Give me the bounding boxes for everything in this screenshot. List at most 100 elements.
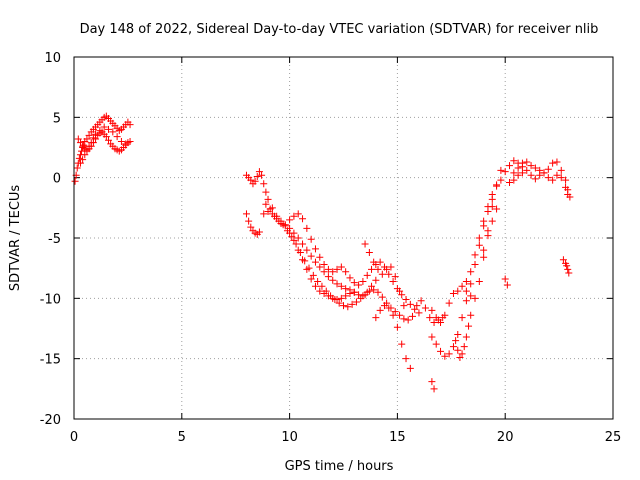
data-point	[549, 176, 557, 184]
data-point	[92, 130, 100, 138]
data-point	[564, 265, 572, 273]
x-tick-label: 25	[605, 430, 622, 445]
data-point	[324, 265, 332, 273]
data-point	[307, 252, 315, 260]
data-point	[104, 125, 112, 133]
data-point	[484, 207, 492, 215]
data-point	[428, 306, 436, 314]
data-point	[305, 264, 313, 272]
data-point	[376, 306, 384, 314]
data-point	[426, 314, 434, 322]
data-point	[510, 169, 518, 177]
data-point	[518, 159, 526, 167]
data-point	[406, 364, 414, 372]
data-point	[553, 171, 561, 179]
data-point	[307, 235, 315, 243]
data-point	[462, 333, 470, 341]
data-point	[247, 223, 255, 231]
data-point	[452, 337, 460, 345]
series-arc-8	[372, 302, 414, 372]
data-point	[432, 314, 440, 322]
data-point	[83, 135, 91, 143]
data-point	[117, 137, 125, 145]
data-point	[355, 281, 363, 289]
data-point	[441, 352, 449, 360]
data-point	[311, 258, 319, 266]
data-point	[296, 248, 304, 256]
data-point	[337, 263, 345, 271]
data-point	[506, 162, 514, 170]
data-point	[417, 297, 425, 305]
data-point	[309, 271, 317, 279]
data-point	[279, 221, 287, 229]
data-point	[402, 296, 410, 304]
data-point	[327, 292, 335, 300]
data-point	[408, 312, 416, 320]
data-point	[102, 133, 110, 141]
data-point	[531, 175, 539, 183]
data-point	[391, 273, 399, 281]
data-point	[398, 291, 406, 299]
data-point	[456, 353, 464, 361]
series-arc-11	[428, 195, 496, 360]
data-point	[510, 157, 518, 165]
data-point	[294, 210, 302, 218]
data-point	[467, 268, 475, 276]
data-point	[562, 176, 570, 184]
data-point	[540, 169, 548, 177]
series-arc-7	[361, 240, 447, 326]
data-point	[318, 282, 326, 290]
data-point	[462, 277, 470, 285]
data-point	[387, 263, 395, 271]
data-point	[370, 258, 378, 266]
data-point	[260, 180, 268, 188]
data-point	[400, 315, 408, 323]
data-point	[357, 294, 365, 302]
series-arc-5	[262, 200, 408, 323]
series-arc-16	[510, 158, 574, 201]
data-point	[404, 316, 412, 324]
data-point	[501, 275, 509, 283]
data-point	[497, 176, 505, 184]
y-tick-label: -10	[40, 292, 61, 307]
data-point	[445, 350, 453, 358]
data-point	[527, 171, 535, 179]
data-point	[428, 378, 436, 386]
series-arc-10	[428, 157, 526, 326]
data-point	[488, 203, 496, 211]
series-arc-12	[452, 311, 475, 361]
data-point	[380, 302, 388, 310]
data-point	[467, 311, 475, 319]
data-point	[126, 137, 134, 145]
data-point	[258, 171, 266, 179]
plot-frame	[73, 56, 614, 420]
data-point	[484, 232, 492, 240]
data-point	[559, 256, 567, 264]
data-point	[497, 166, 505, 174]
data-point	[288, 233, 296, 241]
data-point	[361, 240, 369, 248]
data-point	[493, 181, 501, 189]
data-point	[458, 314, 466, 322]
data-point	[126, 121, 134, 129]
data-point	[518, 169, 526, 177]
data-point	[314, 277, 322, 285]
data-point	[333, 265, 341, 273]
data-point	[454, 346, 462, 354]
data-point	[335, 299, 343, 307]
data-point	[428, 333, 436, 341]
data-point	[523, 166, 531, 174]
data-point	[411, 305, 419, 313]
chart-title: Day 148 of 2022, Sidereal Day-to-day VTE…	[80, 22, 599, 37]
data-point	[113, 133, 121, 141]
data-point	[316, 287, 324, 295]
data-point	[471, 294, 479, 302]
data-point	[361, 291, 369, 299]
data-point	[253, 172, 261, 180]
data-point	[396, 287, 404, 295]
data-point	[376, 258, 384, 266]
data-point	[355, 291, 363, 299]
data-point	[320, 268, 328, 276]
data-point	[333, 280, 341, 288]
